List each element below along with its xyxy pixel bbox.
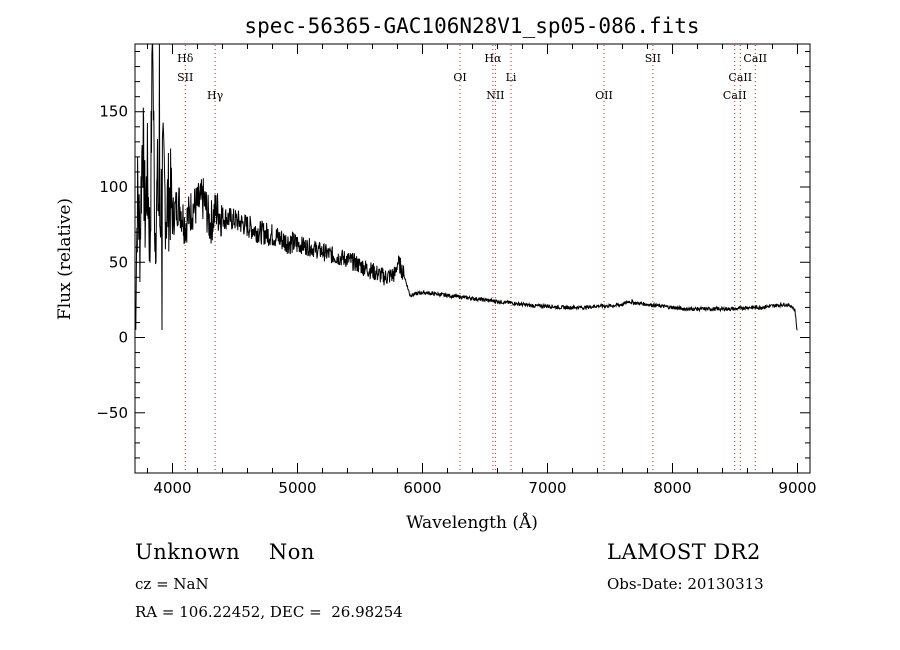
spectral-line-label: SII [645,52,661,65]
classification-label: Unknown Non [135,540,315,564]
survey-label: LAMOST DR2 [607,540,761,564]
spectral-line-label: OI [453,71,466,84]
y-tick-label: 0 [118,329,128,347]
x-tick-label: 9000 [778,479,816,497]
y-tick-label: −50 [96,404,128,422]
x-axis-label: Wavelength (Å) [406,512,538,533]
x-tick-label: 5000 [278,479,316,497]
chart-title: spec-56365-GAC106N28V1_sp05-086.fits [244,14,699,38]
y-tick-label: 50 [109,253,128,271]
x-tick-label: 8000 [653,479,691,497]
spectral-line-label: SII [177,71,193,84]
coordinates-label: RA = 106.22452, DEC = 26.98254 [135,603,403,621]
spectral-line-label: OII [595,89,613,102]
plot-frame [134,43,811,474]
x-tick-label: 4000 [153,479,191,497]
y-tick-label: 100 [99,178,128,196]
spectral-line-label: NII [486,89,504,102]
plot-area: 4000 5000 6000 7000 8000 9000 −50 0 50 100 150 Hδ SI… [96,43,817,497]
x-tick-label: 7000 [528,479,566,497]
spectral-line-label: CaII [723,89,747,102]
spectral-line-label: CaII [743,52,767,65]
spectral-line-label: Hγ [207,89,224,102]
redshift-label: cz = NaN [135,575,209,593]
y-tick-label: 150 [99,103,128,121]
spectral-line-label: Li [506,71,517,84]
spectral-line-label: Hδ [177,52,194,65]
spectrum-line [134,43,798,332]
y-axis-label: Flux (relative) [55,198,75,320]
spectral-line-label: CaII [728,71,752,84]
spectral-line-label: Hα [484,52,502,65]
obs-date-label: Obs-Date: 20130313 [607,575,764,593]
x-tick-label: 6000 [403,479,441,497]
